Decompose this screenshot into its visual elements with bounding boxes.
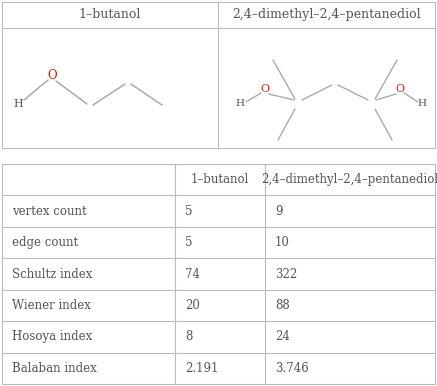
Text: O: O <box>47 69 57 83</box>
Text: 8: 8 <box>185 330 192 344</box>
Text: O: O <box>260 84 270 94</box>
Text: 88: 88 <box>275 299 290 312</box>
Text: 10: 10 <box>275 236 290 249</box>
Text: 3.746: 3.746 <box>275 362 309 375</box>
Text: Wiener index: Wiener index <box>12 299 91 312</box>
Text: edge count: edge count <box>12 236 78 249</box>
Text: H: H <box>13 99 23 109</box>
Text: 74: 74 <box>185 267 200 281</box>
Text: 2,4–dimethyl–2,4–pentanediol: 2,4–dimethyl–2,4–pentanediol <box>232 8 421 22</box>
Text: 24: 24 <box>275 330 290 344</box>
Text: H: H <box>236 100 244 108</box>
Text: Balaban index: Balaban index <box>12 362 97 375</box>
Text: 5: 5 <box>185 236 193 249</box>
Text: Schultz index: Schultz index <box>12 267 92 281</box>
Text: 9: 9 <box>275 205 282 218</box>
Text: 5: 5 <box>185 205 193 218</box>
Text: vertex count: vertex count <box>12 205 87 218</box>
Text: 322: 322 <box>275 267 297 281</box>
Text: 2,4–dimethyl–2,4–pentanediol: 2,4–dimethyl–2,4–pentanediol <box>261 173 437 186</box>
Text: 1–butanol: 1–butanol <box>191 173 249 186</box>
Text: H: H <box>417 100 427 108</box>
Text: 2.191: 2.191 <box>185 362 218 375</box>
Text: O: O <box>395 84 405 94</box>
Text: 1–butanol: 1–butanol <box>79 8 141 22</box>
Text: Hosoya index: Hosoya index <box>12 330 92 344</box>
Text: 20: 20 <box>185 299 200 312</box>
